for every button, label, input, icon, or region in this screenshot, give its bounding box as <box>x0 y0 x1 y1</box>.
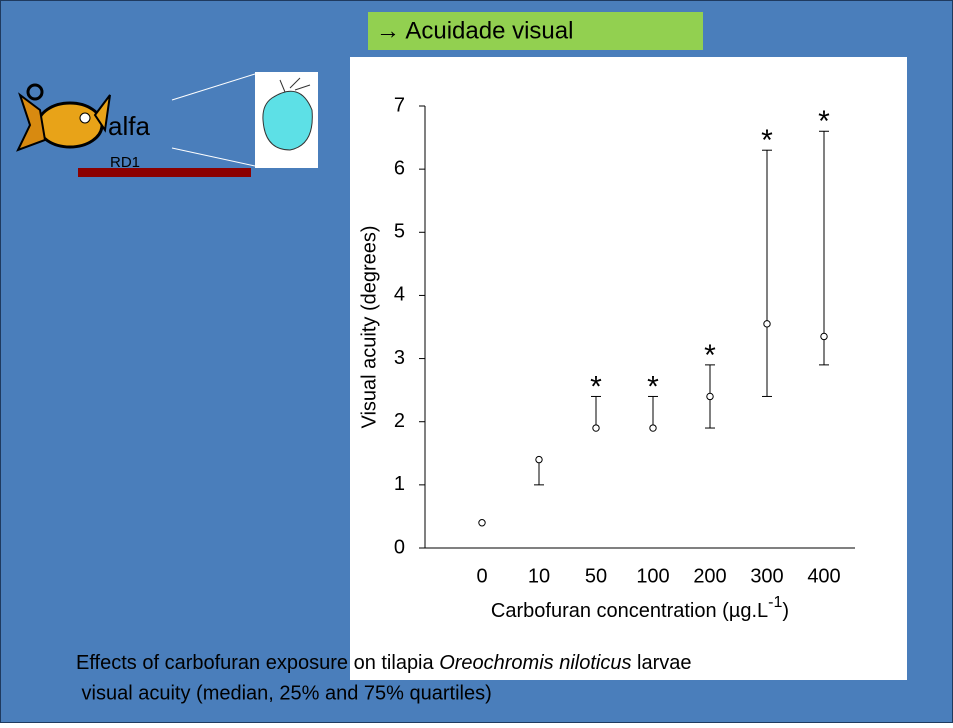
caption-line1: Effects of carbofuran exposure on tilapi… <box>76 652 692 674</box>
x-label-text: Carbofuran concentration (µg.L <box>491 600 768 622</box>
fish-logo <box>16 83 111 152</box>
caption-part: Effects of carbofuran exposure on tilapi… <box>76 652 439 674</box>
significance-mark: * <box>590 370 602 403</box>
significance-mark: * <box>704 339 716 372</box>
heading-box <box>368 12 703 50</box>
x-tick-label: 400 <box>807 565 840 587</box>
median-point <box>820 332 828 341</box>
caption-species: Oreochromis niloticus <box>439 652 631 674</box>
daphnia-antenna <box>279 77 311 93</box>
x-tick-label: 300 <box>750 565 783 587</box>
logo-text: alfa <box>108 111 150 141</box>
y-tick-label: 2 <box>394 410 405 432</box>
y-tick-label: 6 <box>394 157 405 179</box>
significance-mark: * <box>818 105 830 138</box>
y-tick-label: 3 <box>394 347 405 369</box>
x-tick-label: 0 <box>476 565 487 587</box>
x-tick-label: 100 <box>636 565 669 587</box>
x-label-suffix: ) <box>782 600 789 622</box>
zoom-line <box>171 147 256 167</box>
caption-part: larvae <box>631 652 691 674</box>
x-axis-label: Carbofuran concentration (µg.L-1) <box>491 594 789 622</box>
median-point <box>706 392 714 401</box>
x-tick-label: 10 <box>528 565 550 587</box>
median-point <box>763 320 771 328</box>
x-label-sup: -1 <box>768 594 782 611</box>
x-tick-label: 200 <box>693 565 726 587</box>
significance-mark: * <box>647 370 659 403</box>
y-tick-label: 4 <box>394 284 405 306</box>
significance-mark: * <box>761 124 773 157</box>
y-axis-label: Visual acuity (degrees) <box>358 225 380 428</box>
y-tick-label: 1 <box>394 473 405 495</box>
y-tick-label: 7 <box>394 94 405 116</box>
logo-subtext: RD1 <box>110 154 140 171</box>
heading: → Acuidade visual <box>376 17 573 44</box>
logo-bar <box>78 168 251 177</box>
x-tick-label: 50 <box>585 565 607 587</box>
median-point <box>478 519 486 527</box>
y-tick-label: 5 <box>394 221 405 243</box>
median-point <box>592 424 600 432</box>
caption-line2: visual acuity (median, 25% and 75% quart… <box>76 682 492 704</box>
chart-panel <box>350 57 907 680</box>
zoom-line <box>171 73 256 101</box>
median-point <box>649 424 657 432</box>
median-point <box>535 455 543 464</box>
y-tick-label: 0 <box>394 536 405 558</box>
daphnia <box>262 90 313 151</box>
